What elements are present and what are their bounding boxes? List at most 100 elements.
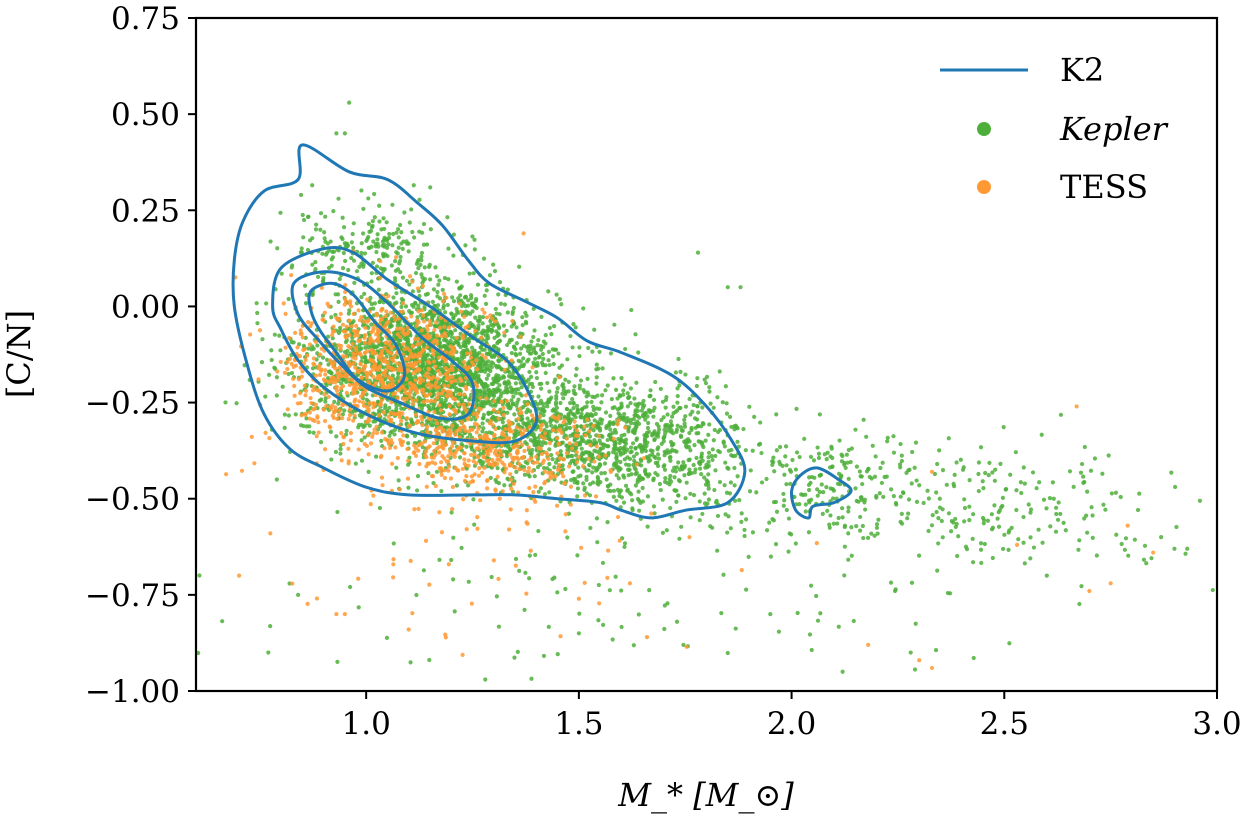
tess-point [315, 415, 320, 420]
kepler-point [519, 385, 524, 390]
kepler-point [694, 417, 700, 422]
tess-point [300, 335, 305, 340]
kepler-point [419, 254, 424, 259]
kepler-point [596, 618, 601, 623]
kepler-point [543, 363, 548, 368]
kepler-point [932, 471, 938, 477]
kepler-point [953, 516, 958, 522]
kepler-point [318, 440, 324, 445]
kepler-point [431, 480, 436, 486]
kepler-point [817, 412, 822, 417]
kepler-point [517, 568, 522, 573]
kepler-point [337, 276, 342, 282]
kepler-point [557, 297, 562, 302]
kepler-point [268, 239, 273, 244]
kepler-point [621, 500, 627, 505]
kepler-point [703, 381, 709, 386]
kepler-point [633, 332, 638, 337]
kepler-point [640, 485, 645, 491]
tess-point [343, 282, 348, 288]
kepler-point [1081, 480, 1086, 486]
kepler-point [603, 388, 608, 393]
kepler-point [1149, 556, 1154, 561]
kepler-point [828, 486, 833, 491]
kepler-point [633, 483, 638, 488]
kepler-point [460, 397, 465, 403]
kepler-point [842, 573, 847, 578]
kepler-point [1056, 500, 1061, 505]
kepler-point [329, 257, 334, 262]
kepler-point [687, 439, 692, 444]
kepler-point [829, 444, 834, 449]
kepler-point [598, 463, 603, 468]
kepler-point [547, 325, 552, 331]
kepler-point [483, 301, 489, 306]
kepler-point [768, 611, 773, 617]
kepler-point [484, 288, 489, 293]
kepler-point [568, 419, 573, 424]
kepler-point [608, 351, 614, 356]
kepler-point [605, 383, 610, 388]
kepler-point [733, 453, 738, 458]
kepler-point [616, 411, 621, 416]
kepler-point [860, 523, 865, 529]
kepler-point [220, 619, 225, 624]
kepler-point [361, 206, 366, 212]
kepler-point [630, 429, 636, 435]
kepler-point [739, 519, 744, 524]
kepler-point [748, 468, 753, 473]
kepler-point [340, 236, 345, 242]
kepler-point [622, 544, 627, 550]
kepler-point [441, 303, 446, 308]
kepler-point [286, 413, 291, 418]
tess-point [458, 309, 464, 314]
tess-point [406, 363, 411, 368]
kepler-point [434, 469, 440, 474]
kepler-point [1022, 481, 1027, 486]
kepler-point [1050, 480, 1055, 485]
kepler-point [636, 489, 641, 494]
kepler-point [668, 505, 673, 511]
kepler-point [912, 465, 917, 470]
kepler-point [983, 470, 988, 476]
kepler-point [780, 463, 785, 469]
kepler-point [406, 485, 411, 490]
kepler-point [621, 438, 626, 443]
kepler-point [619, 401, 624, 406]
kepler-point [970, 536, 975, 541]
kepler-point [877, 491, 882, 496]
kepler-point [956, 534, 961, 539]
kepler-point [475, 282, 481, 287]
kepler-point [1058, 511, 1063, 517]
kepler-point [865, 535, 871, 540]
kepler-point [398, 270, 403, 275]
kepler-point [476, 319, 482, 324]
kepler-point [535, 363, 540, 368]
kepler-point [912, 667, 918, 672]
kepler-point [777, 444, 783, 450]
kepler-point [406, 462, 411, 467]
kepler-point [547, 461, 552, 467]
tess-point [351, 360, 357, 366]
kepler-point [633, 409, 638, 415]
kepler-point [291, 340, 296, 345]
kepler-point [413, 300, 418, 305]
kepler-point [466, 579, 471, 584]
tess-point [313, 373, 318, 378]
kepler-point [419, 250, 425, 256]
kepler-point [594, 362, 599, 367]
kepler-point [507, 369, 512, 375]
kepler-point [935, 568, 940, 573]
kepler-point [774, 412, 779, 417]
kepler-point [467, 271, 472, 276]
kepler-point [439, 489, 444, 494]
kepler-point [400, 298, 406, 303]
tess-point [431, 359, 437, 364]
tess-point [346, 446, 351, 451]
kepler-point [1185, 546, 1190, 551]
kepler-point [930, 512, 935, 518]
tess-point [363, 325, 368, 331]
kepler-point [979, 560, 984, 566]
kepler-point [978, 541, 984, 546]
kepler-point [1092, 456, 1098, 461]
